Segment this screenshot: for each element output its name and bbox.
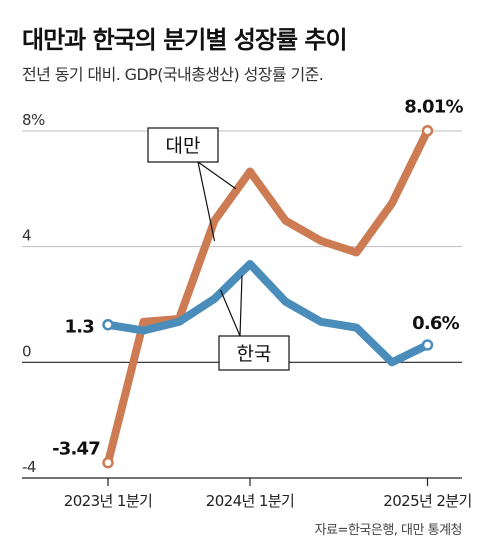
chart-subtitle: 전년 동기 대비. GDP(국내총생산) 성장률 기준. <box>22 65 324 84</box>
grid-layer <box>22 130 462 486</box>
endpoint-marker <box>421 124 434 137</box>
line-layer <box>102 124 434 469</box>
callout-box <box>147 127 219 163</box>
callout-box <box>218 335 290 371</box>
series-callout-korea: 한국 <box>218 275 290 371</box>
x-tick-label: 2023년 1분기 <box>64 492 153 510</box>
chart-source: 자료=한국은행, 대만 통계청 <box>314 523 463 538</box>
label-layer: 8% 4 0 -4 2023년 1분기 2024년 1분기 2025년 2분기 -3.47 8.… <box>22 97 472 510</box>
leader-line <box>219 289 241 337</box>
y-tick-label: -4 <box>22 458 36 476</box>
data-label: -3.47 <box>52 439 100 460</box>
y-tick-label: 0 <box>22 342 31 360</box>
series-name-label: 대만 <box>166 135 201 157</box>
x-tick-label: 2024년 1분기 <box>206 492 295 510</box>
chart-title: 대만과 한국의 분기별 성장률 추이 <box>22 26 348 54</box>
series-name-label: 한국 <box>237 343 272 365</box>
leader-line <box>197 161 216 242</box>
x-tick-label: 2025년 2분기 <box>383 492 472 510</box>
series-line-taiwan <box>104 126 432 467</box>
data-label: 1.3 <box>65 317 95 338</box>
leader-line <box>239 275 243 337</box>
series-line-korea <box>104 260 432 367</box>
leader-line <box>197 161 237 190</box>
data-label: 0.6% <box>412 313 459 334</box>
y-tick-label: 8% <box>22 111 45 129</box>
endpoint-marker <box>421 339 434 351</box>
endpoint-marker <box>102 456 114 469</box>
series-callout-taiwan: 대만 <box>147 127 237 242</box>
data-label: 8.01% <box>404 97 463 118</box>
endpoint-marker <box>102 318 114 331</box>
y-tick-label: 4 <box>22 227 31 245</box>
